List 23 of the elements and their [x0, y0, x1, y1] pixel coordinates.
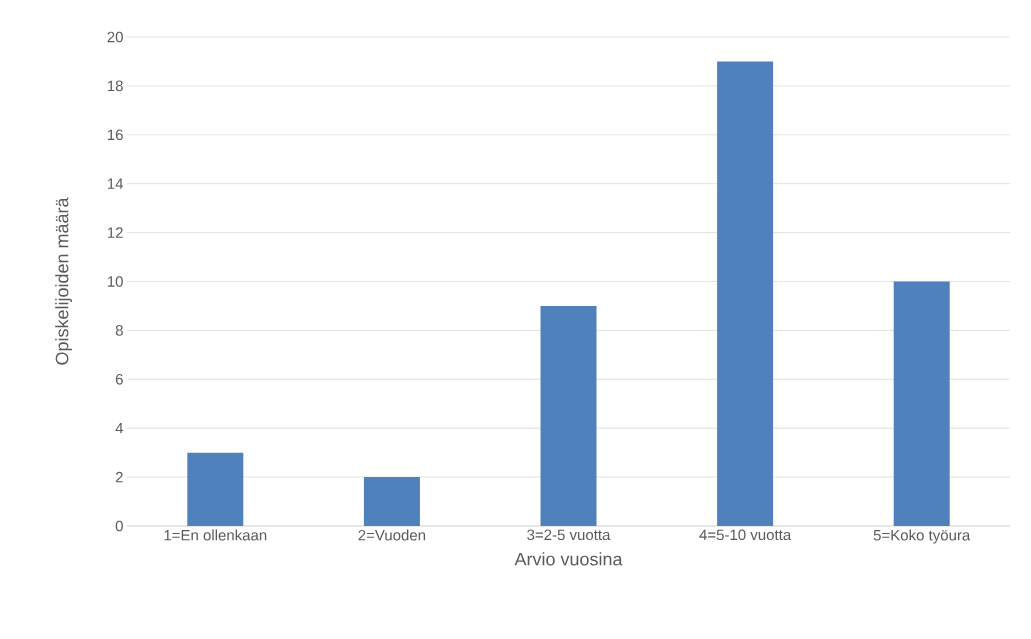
- y-tick-label: 6: [115, 373, 123, 385]
- x-axis-title: Arvio vuosina: [514, 552, 623, 566]
- x-tick-label: 1=En ollenkaan: [164, 529, 267, 541]
- y-tick-label: 14: [107, 178, 124, 189]
- x-tick-label: 4=5-10 vuotta: [699, 529, 792, 541]
- bar: [717, 61, 774, 526]
- y-tick-label: 18: [107, 80, 123, 92]
- y-tick-label: 8: [115, 325, 123, 336]
- y-axis-title: Opiskelijoiden määrä: [55, 197, 72, 365]
- bar: [363, 477, 420, 526]
- x-tick-label: 3=2-5 vuotta: [527, 529, 611, 541]
- y-tick-label: 10: [107, 276, 123, 287]
- y-tick-label: 4: [115, 423, 124, 434]
- y-tick-label: 12: [107, 227, 123, 238]
- x-tick-label: 2=Vuoden: [358, 529, 426, 541]
- y-tick-label: 20: [107, 31, 123, 43]
- y-tick-label: 2: [115, 471, 123, 483]
- y-tick-label: 0: [115, 520, 123, 532]
- y-tick-label: 16: [107, 129, 123, 141]
- x-tick-label: 5=Koko työura: [873, 529, 971, 544]
- bar: [893, 281, 950, 526]
- bar: [540, 305, 597, 526]
- bar: [187, 452, 244, 526]
